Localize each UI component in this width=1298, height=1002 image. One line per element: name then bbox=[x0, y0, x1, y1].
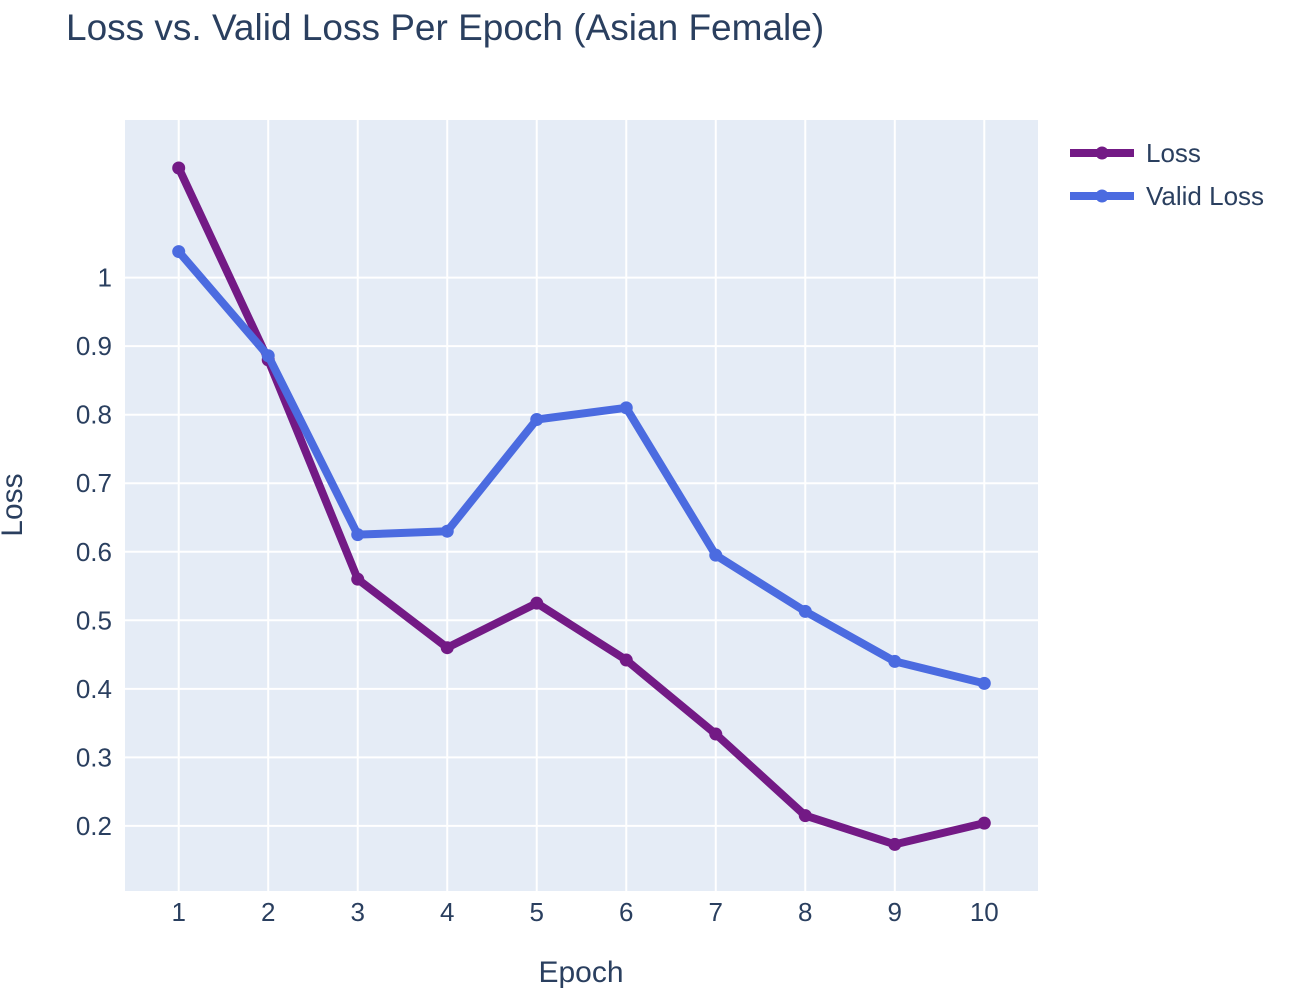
data-point[interactable] bbox=[440, 641, 454, 655]
data-point[interactable] bbox=[798, 604, 812, 618]
data-point[interactable] bbox=[888, 654, 902, 668]
legend-marker bbox=[1095, 146, 1109, 160]
y-tick-label: 0.7 bbox=[76, 468, 112, 498]
x-axis-title: Epoch bbox=[538, 956, 623, 989]
plot-area bbox=[125, 120, 1038, 891]
chart-title: Loss vs. Valid Loss Per Epoch (Asian Fem… bbox=[66, 7, 824, 48]
x-tick-label: 10 bbox=[970, 897, 999, 927]
legend-item[interactable]: Valid Loss bbox=[1070, 181, 1264, 211]
x-tick-label: 8 bbox=[798, 897, 812, 927]
y-tick-labels: 0.2 0.3 0.4 0.5 0.6 0.7 0.8 0.9 1 bbox=[76, 263, 112, 841]
x-tick-labels: 1 2 3 4 5 6 7 8 9 10 bbox=[171, 897, 998, 927]
data-point[interactable] bbox=[977, 816, 991, 830]
y-tick-label: 0.9 bbox=[76, 331, 112, 361]
series-line bbox=[174, 247, 989, 688]
legend-marker bbox=[1095, 189, 1109, 203]
data-point[interactable] bbox=[351, 528, 365, 542]
data-point[interactable] bbox=[351, 572, 365, 586]
data-point[interactable] bbox=[619, 401, 633, 415]
legend-item[interactable]: Loss bbox=[1070, 138, 1201, 168]
legend-label: Valid Loss bbox=[1146, 181, 1264, 211]
y-tick-label: 0.3 bbox=[76, 742, 112, 772]
x-tick-label: 1 bbox=[171, 897, 185, 927]
data-point[interactable] bbox=[530, 412, 544, 426]
data-point[interactable] bbox=[888, 837, 902, 851]
legend-label: Loss bbox=[1146, 138, 1201, 168]
y-tick-label: 0.5 bbox=[76, 605, 112, 635]
data-point[interactable] bbox=[440, 524, 454, 538]
x-tick-label: 6 bbox=[619, 897, 633, 927]
series-lines bbox=[172, 161, 991, 851]
data-point[interactable] bbox=[709, 727, 723, 741]
y-axis-title: Loss bbox=[0, 473, 29, 536]
y-tick-label: 1 bbox=[98, 263, 112, 293]
data-point[interactable] bbox=[172, 161, 186, 175]
legend[interactable]: Loss Valid Loss bbox=[1070, 138, 1264, 211]
data-point[interactable] bbox=[619, 653, 633, 667]
data-point[interactable] bbox=[977, 676, 991, 690]
data-point[interactable] bbox=[709, 548, 723, 562]
x-tick-label: 3 bbox=[350, 897, 364, 927]
data-point[interactable] bbox=[172, 245, 186, 259]
x-tick-label: 5 bbox=[530, 897, 544, 927]
x-tick-label: 2 bbox=[261, 897, 275, 927]
x-tick-label: 9 bbox=[888, 897, 902, 927]
x-tick-label: 7 bbox=[709, 897, 723, 927]
series-2 bbox=[172, 245, 991, 690]
y-tick-label: 0.8 bbox=[76, 400, 112, 430]
data-point[interactable] bbox=[530, 596, 544, 610]
data-point[interactable] bbox=[261, 349, 275, 363]
data-point[interactable] bbox=[798, 809, 812, 823]
y-tick-label: 0.6 bbox=[76, 537, 112, 567]
y-tick-label: 0.2 bbox=[76, 811, 112, 841]
series-line bbox=[174, 163, 989, 849]
y-tick-label: 0.4 bbox=[76, 674, 112, 704]
x-tick-label: 4 bbox=[440, 897, 454, 927]
